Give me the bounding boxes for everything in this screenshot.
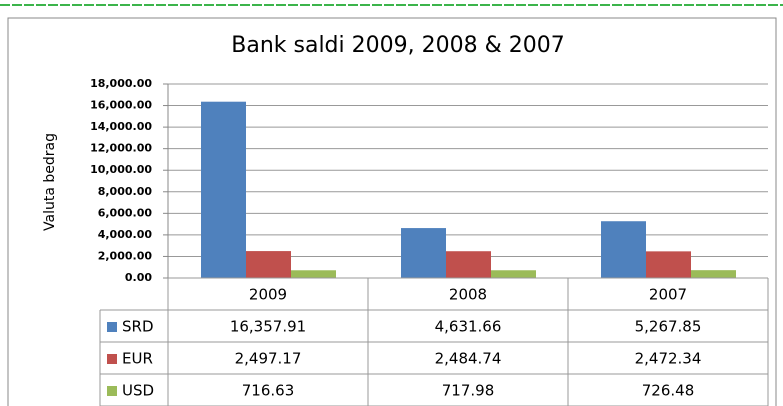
y-tick-label: 2,000.00: [98, 249, 153, 262]
table-value: 2,484.74: [435, 350, 502, 368]
bar: [201, 101, 246, 278]
table-value: 2,472.34: [635, 350, 702, 368]
table-value: 5,267.85: [635, 318, 702, 336]
legend-label: USD: [122, 382, 154, 400]
bar: [401, 228, 446, 278]
y-tick-label: 16,000.00: [90, 99, 152, 112]
y-tick-label: 6,000.00: [98, 206, 153, 219]
bar: [291, 270, 336, 278]
bar: [646, 251, 691, 278]
legend-swatch: [107, 386, 117, 396]
y-axis-label: Valuta bedrag: [42, 133, 58, 231]
y-tick-label: 4,000.00: [98, 228, 153, 241]
table-value: 4,631.66: [435, 318, 502, 336]
bar: [446, 251, 491, 278]
chart-frame: [7, 17, 777, 406]
x-tick-label: 2007: [649, 286, 687, 304]
y-tick-label: 0.00: [125, 271, 152, 284]
legend-swatch: [107, 322, 117, 332]
y-tick-label: 14,000.00: [90, 120, 152, 133]
bar: [491, 270, 536, 278]
y-tick-label: 18,000.00: [90, 77, 152, 90]
table-value: 2,497.17: [235, 350, 302, 368]
table-value: 726.48: [642, 382, 695, 400]
legend-swatch: [107, 354, 117, 364]
legend-label: SRD: [122, 318, 154, 336]
table-value: 16,357.91: [230, 318, 306, 336]
y-tick-label: 8,000.00: [98, 185, 153, 198]
x-tick-label: 2009: [249, 286, 287, 304]
legend-label: EUR: [122, 350, 153, 368]
y-tick-label: 12,000.00: [90, 142, 152, 155]
table-value: 717.98: [442, 382, 495, 400]
x-tick-label: 2008: [449, 286, 487, 304]
table-value: 716.63: [242, 382, 295, 400]
bar: [601, 221, 646, 278]
chart-title: Bank saldi 2009, 2008 & 2007: [231, 33, 564, 58]
y-tick-label: 10,000.00: [90, 163, 152, 176]
bar: [246, 251, 291, 278]
bar: [691, 270, 736, 278]
